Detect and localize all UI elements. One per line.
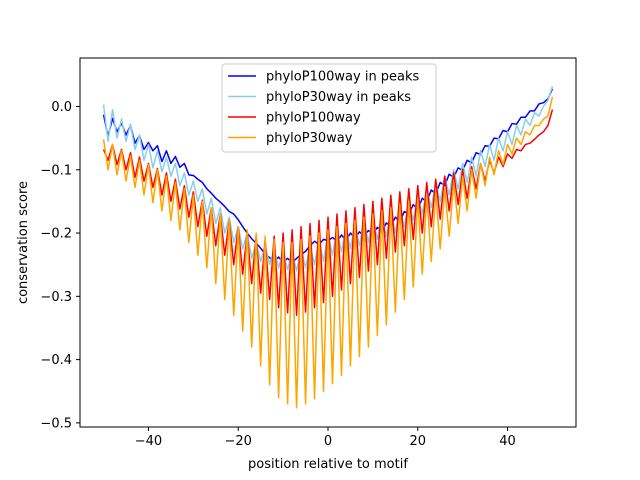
y-tick-label: −0.1 xyxy=(40,163,72,178)
x-axis: −40 −20 0 20 40 xyxy=(135,427,516,449)
legend-box xyxy=(221,63,437,153)
legend-label: phyloP30way in peaks xyxy=(266,90,411,105)
x-tick-label: 40 xyxy=(499,434,516,449)
y-tick-label: −0.3 xyxy=(40,290,72,305)
legend-label: phyloP100way xyxy=(266,111,361,126)
x-tick-label: −40 xyxy=(135,434,162,449)
series-line-phylop30way xyxy=(102,96,554,409)
legend-label: phyloP100way in peaks xyxy=(266,70,420,85)
y-tick-label: −0.2 xyxy=(40,227,72,242)
legend-label: phyloP30way xyxy=(266,131,353,146)
y-axis-label: conservation score xyxy=(16,181,31,304)
series-line-phylop100way xyxy=(102,109,554,317)
x-tick-label: −20 xyxy=(225,434,252,449)
y-tick-label: −0.4 xyxy=(40,353,72,368)
x-tick-label: 20 xyxy=(410,434,427,449)
x-tick-label: 0 xyxy=(324,434,332,449)
x-axis-label: position relative to motif xyxy=(248,457,408,472)
series-layer xyxy=(102,85,554,409)
y-axis: 0.0 −0.1 −0.2 −0.3 −0.4 −0.5 xyxy=(40,100,80,431)
y-tick-label: −0.5 xyxy=(40,416,72,431)
y-tick-label: 0.0 xyxy=(51,100,72,115)
legend: phyloP100way in peaks phyloP30way in peak… xyxy=(221,63,437,153)
